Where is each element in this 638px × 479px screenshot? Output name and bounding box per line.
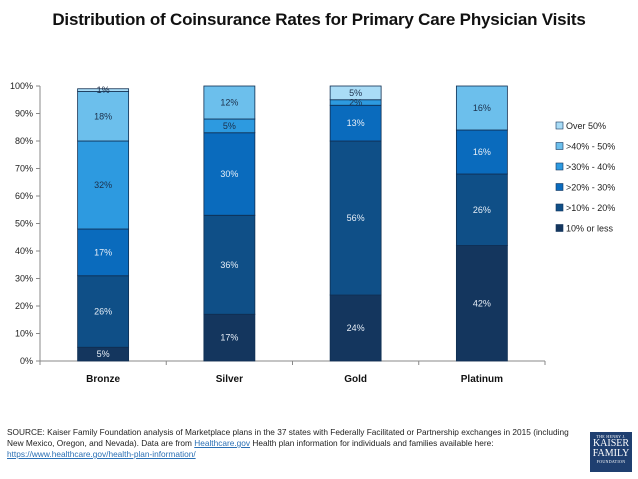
data-label: 5%: [349, 88, 362, 98]
x-category-label: Gold: [344, 374, 367, 385]
bar-segment: [455, 173, 508, 246]
legend-label: >10% - 20%: [566, 203, 615, 213]
data-label: 12%: [220, 98, 238, 108]
y-tick-label: 70%: [15, 164, 33, 174]
logo-line-1: THE HENRY J.: [596, 434, 626, 439]
legend-label: >20% - 30%: [566, 183, 615, 193]
data-label: 17%: [94, 247, 112, 257]
y-tick-label: 20%: [15, 301, 33, 311]
y-tick-label: 80%: [15, 136, 33, 146]
x-category-label: Bronze: [86, 374, 120, 385]
legend-label: Over 50%: [566, 121, 606, 131]
bar-segment: [329, 294, 382, 362]
data-label: 26%: [94, 307, 112, 317]
legend: Over 50% >40% - 50% >30% - 40% >20% - 30% >1…: [555, 121, 615, 234]
bar-segment: [203, 214, 256, 315]
logo-line-3: FAMILY: [592, 448, 630, 459]
bar-segment: [77, 275, 130, 348]
data-label: 56%: [347, 213, 365, 223]
data-labels: 5% 26% 17% 32% 18% 1% 17% 36% 30% 5% 12% 24% 56% 13% 2…: [94, 85, 491, 359]
legend-swatch: [555, 203, 564, 212]
y-tick-label: 90%: [15, 109, 33, 119]
legend-swatch: [555, 183, 564, 191]
stacked-bar-chart: 0% 10% 20% 30% 40% 50% 60% 70% 80% 90% 100% Bronze S…: [10, 81, 615, 385]
chart-title: Distribution of Coinsurance Rates for Pr…: [52, 10, 586, 29]
bar-segment: [77, 140, 130, 230]
health-plan-info-link[interactable]: https://www.healthcare.gov/health-plan-i…: [7, 449, 196, 459]
legend-label: 10% or less: [566, 224, 614, 234]
bar-segment: [455, 129, 508, 175]
bar-segment: [77, 91, 130, 142]
data-label: 16%: [473, 147, 491, 157]
data-label: 1%: [97, 85, 110, 95]
data-label: 16%: [473, 103, 491, 113]
legend-label: >30% - 40%: [566, 162, 615, 172]
y-tick-label: 60%: [15, 191, 33, 201]
data-label: 18%: [94, 111, 112, 121]
healthcare-gov-link[interactable]: Healthcare.gov: [194, 438, 251, 448]
data-label: 24%: [347, 323, 365, 333]
data-label: 36%: [220, 260, 238, 270]
legend-label: >40% - 50%: [566, 142, 615, 152]
legend-swatch: [555, 162, 564, 171]
source-text-1: SOURCE: Kaiser Family Foundation analysi…: [7, 427, 569, 448]
source-text-2: Health plan information for individuals …: [250, 438, 494, 448]
legend-swatch: [555, 224, 564, 232]
y-tick-label: 0%: [20, 356, 33, 366]
bar-segment: [329, 140, 382, 296]
legend-swatch: [555, 142, 564, 150]
data-label: 30%: [220, 169, 238, 179]
bar-segment: [77, 88, 130, 92]
y-tick-label: 100%: [10, 81, 33, 91]
data-label: 26%: [473, 205, 491, 215]
bar-segment: [203, 132, 256, 216]
y-tick-label: 40%: [15, 246, 33, 256]
bar-segment: [77, 228, 130, 277]
logo-line-2: KAISER: [592, 438, 630, 449]
data-label: 5%: [97, 349, 110, 359]
data-label: 17%: [220, 333, 238, 343]
bars: [77, 85, 508, 362]
data-label: 42%: [473, 298, 491, 308]
data-label: 2%: [349, 98, 362, 108]
data-label: 13%: [347, 118, 365, 128]
x-category-label: Silver: [216, 374, 243, 385]
bar-segment: [203, 85, 256, 120]
bar-segment: [329, 104, 382, 142]
y-tick-label: 10%: [15, 329, 33, 339]
x-category-label: Platinum: [461, 374, 503, 385]
source-note: SOURCE: Kaiser Family Foundation analysi…: [7, 427, 577, 460]
legend-swatch: [555, 121, 564, 130]
y-tick-label: 30%: [15, 274, 33, 284]
y-tick-label: 50%: [15, 219, 33, 229]
bar-segment: [329, 85, 382, 101]
logo-line-4: FOUNDATION: [596, 459, 626, 464]
kaiser-family-foundation-logo: THE HENRY J. KAISER FAMILY FOUNDATION: [590, 432, 632, 472]
bar-segment: [455, 85, 508, 131]
data-label: 32%: [94, 180, 112, 190]
bar-segment: [455, 245, 508, 362]
data-label: 5%: [223, 121, 236, 131]
